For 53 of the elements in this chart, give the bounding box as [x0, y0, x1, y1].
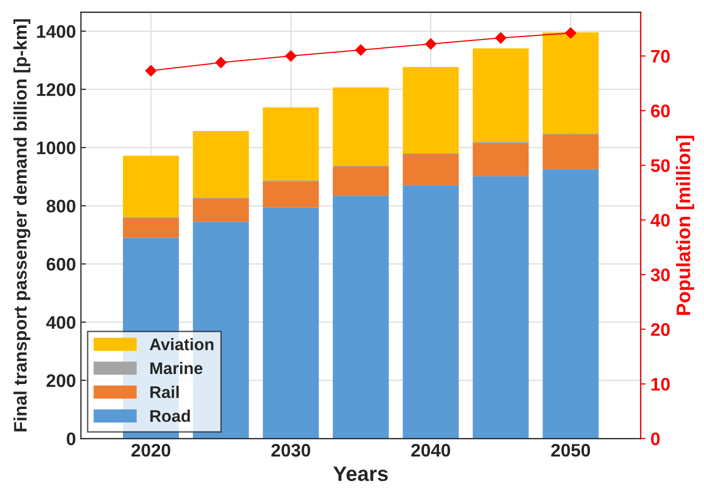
- bar: [262, 107, 319, 180]
- y2-tick-label: 40: [650, 214, 670, 227]
- y-tick-label: 0: [66, 432, 76, 446]
- legend-label: Marine: [150, 362, 202, 374]
- legend-label: Aviation: [150, 338, 214, 350]
- y2-axis-title: Population [million]: [676, 136, 694, 315]
- bar: [122, 218, 179, 238]
- bar: [402, 66, 459, 154]
- bar: [262, 207, 319, 439]
- y-tick-label: 1400: [37, 25, 76, 38]
- x-tick-label: 2030: [271, 444, 310, 457]
- y-tick-label: 600: [46, 258, 76, 271]
- point: [285, 50, 296, 62]
- bar: [402, 185, 459, 439]
- legend-label: Rail: [150, 386, 179, 398]
- y-tick-label: 800: [46, 200, 76, 212]
- bar: [542, 134, 599, 170]
- y2-tick-label: 50: [650, 159, 670, 172]
- y2-tick-label: 70: [651, 50, 670, 63]
- bar: [192, 130, 249, 198]
- y-axis-title: Final transport passenger demand billion [p-km]: [13, 19, 30, 432]
- bar: [262, 181, 319, 208]
- y2-tick-label: 30: [650, 268, 670, 282]
- point: [355, 44, 366, 56]
- bar: [472, 176, 529, 439]
- y2-tick-label: 10: [652, 378, 670, 391]
- point: [215, 56, 226, 68]
- x-tick-label: 2050: [551, 444, 590, 457]
- point: [145, 65, 157, 76]
- bar: [472, 48, 529, 142]
- y-tick-label: 400: [46, 316, 76, 329]
- y-tick-label: 1000: [37, 141, 76, 154]
- point: [495, 32, 506, 44]
- y2-tick-label: 20: [650, 323, 670, 336]
- y-tick-label: 200: [46, 374, 76, 388]
- bar: [332, 166, 389, 196]
- bar: [332, 196, 389, 439]
- point: [425, 38, 436, 50]
- x-axis-title: Years: [333, 466, 388, 482]
- bar: [332, 87, 389, 166]
- y2-tick-label: 60: [651, 104, 670, 118]
- bar: [472, 142, 529, 176]
- bar: [542, 169, 599, 439]
- y-tick-label: 1200: [37, 83, 76, 96]
- bar: [402, 154, 459, 186]
- x-tick-label: 2040: [411, 444, 450, 457]
- point: [565, 27, 576, 39]
- bar: [192, 198, 249, 222]
- legend-label: Road: [150, 410, 190, 422]
- x-tick-label: 2020: [131, 444, 170, 457]
- bar: [542, 32, 599, 134]
- y2-tick-label: 0: [651, 432, 660, 446]
- bar: [122, 156, 179, 217]
